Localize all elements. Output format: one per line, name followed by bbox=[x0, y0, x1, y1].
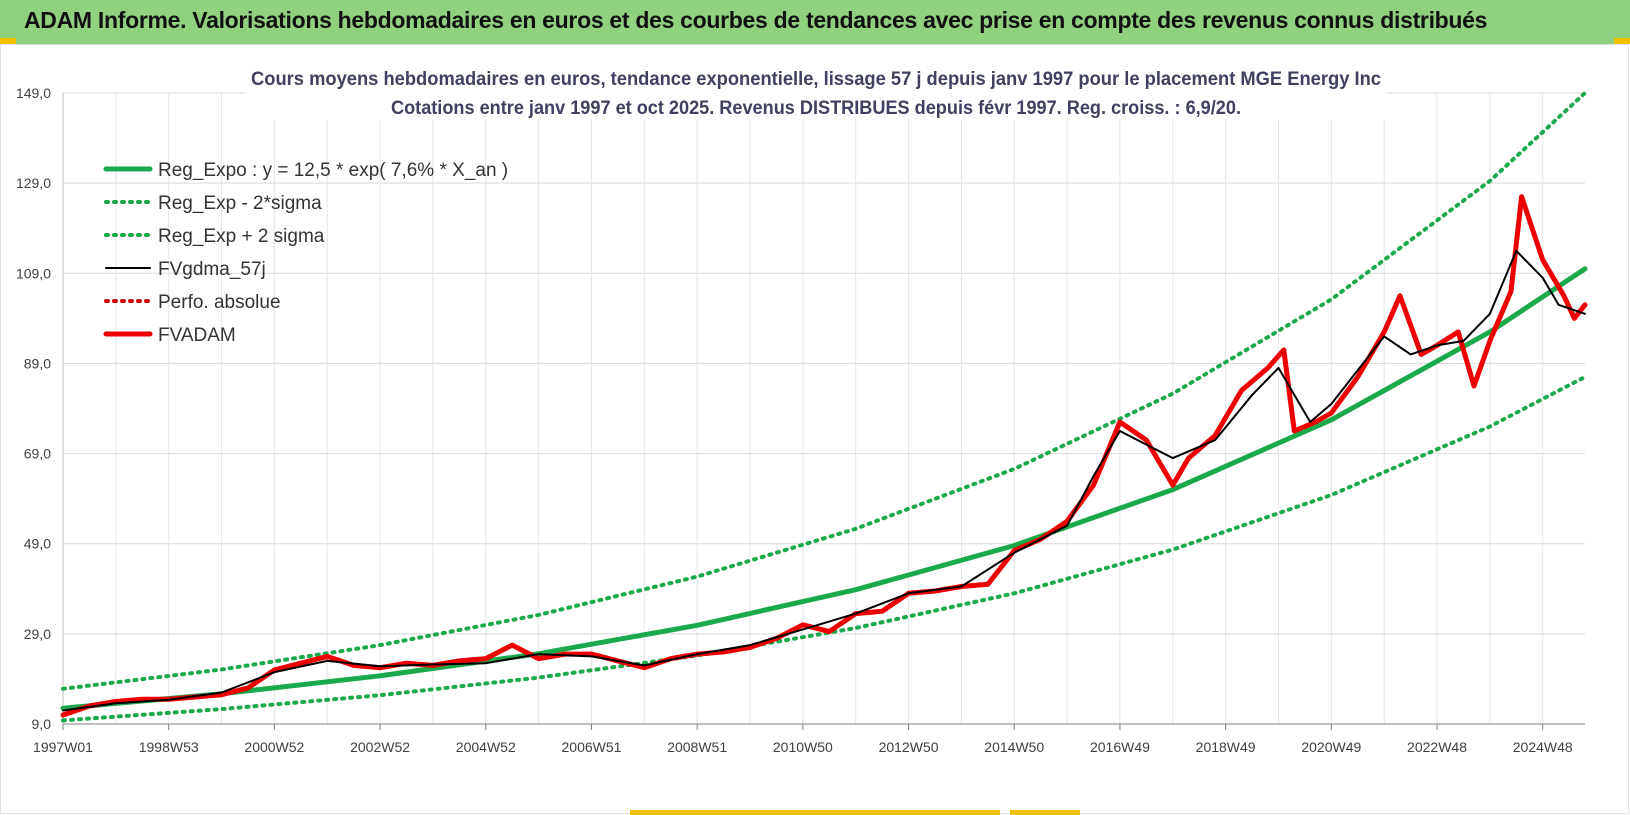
series-line-4 bbox=[62, 249, 1586, 712]
legend-label: Reg_Expo : y = 12,5 * exp( 7,6% * X_an ) bbox=[158, 160, 508, 181]
x-tick-label: 2012W50 bbox=[879, 739, 939, 755]
chart-title: Cours moyens hebdomadaires en euros, ten… bbox=[251, 69, 1381, 90]
title-background bbox=[246, 63, 1386, 119]
y-tick-label: 69,0 bbox=[24, 446, 51, 462]
x-tick-label: 2008W51 bbox=[667, 739, 727, 755]
legend-label: FVADAM bbox=[158, 325, 236, 346]
chart-subtitle: Cotations entre janv 1997 et oct 2025. R… bbox=[391, 98, 1241, 119]
y-tick-label: 49,0 bbox=[24, 536, 51, 552]
x-tick-label: 2018W49 bbox=[1196, 739, 1256, 755]
y-tick-label: 29,0 bbox=[24, 626, 51, 642]
legend-label: Reg_Exp + 2 sigma bbox=[158, 226, 325, 247]
report-banner: ADAM Informe. Valorisations hebdomadaire… bbox=[0, 0, 1630, 44]
x-tick-label: 2014W50 bbox=[984, 739, 1044, 755]
x-tick-label: 2020W49 bbox=[1301, 739, 1361, 755]
legend-label: FVgdma_57j bbox=[158, 259, 266, 280]
x-tick-label: 2010W50 bbox=[773, 739, 833, 755]
y-tick-label: 109,0 bbox=[16, 265, 51, 281]
legend-label: Perfo. absolue bbox=[158, 292, 281, 313]
x-tick-label: 2002W52 bbox=[350, 739, 410, 755]
series-line-3 bbox=[61, 91, 1587, 691]
bottom-accent-bar-2 bbox=[1010, 810, 1080, 815]
series-line-6 bbox=[60, 194, 1588, 718]
legend-label: Reg_Exp - 2*sigma bbox=[158, 193, 322, 214]
y-tick-label: 129,0 bbox=[16, 175, 51, 191]
banner-corner-right bbox=[1614, 38, 1630, 44]
chart-frame: 9,0 29,0 49,0 69,0 89,0 109,0 129,0 149,0 1997W0… bbox=[0, 44, 1629, 814]
x-tick-label: 2022W48 bbox=[1407, 739, 1467, 755]
x-tick-label: 2006W51 bbox=[562, 739, 622, 755]
x-tick-label: 2004W52 bbox=[456, 739, 516, 755]
bottom-accent-bar bbox=[630, 810, 1000, 815]
y-tick-label: 149,0 bbox=[16, 85, 51, 101]
y-tick-label: 9,0 bbox=[32, 716, 52, 732]
chart: 9,0 29,0 49,0 69,0 89,0 109,0 129,0 149,0 1997W0… bbox=[16, 63, 1588, 755]
series-line-1 bbox=[60, 266, 1588, 711]
x-tick-label: 1997W01 bbox=[33, 739, 93, 755]
x-tick-label: 1998W53 bbox=[139, 739, 199, 755]
x-tick-label: 2024W48 bbox=[1513, 739, 1573, 755]
banner-corner-left bbox=[0, 38, 16, 44]
report-title: ADAM Informe. Valorisations hebdomadaire… bbox=[24, 7, 1488, 33]
x-tick-label: 2000W52 bbox=[244, 739, 304, 755]
x-tick-label: 2016W49 bbox=[1090, 739, 1150, 755]
y-tick-label: 89,0 bbox=[24, 355, 51, 371]
series-line-2 bbox=[61, 374, 1587, 723]
